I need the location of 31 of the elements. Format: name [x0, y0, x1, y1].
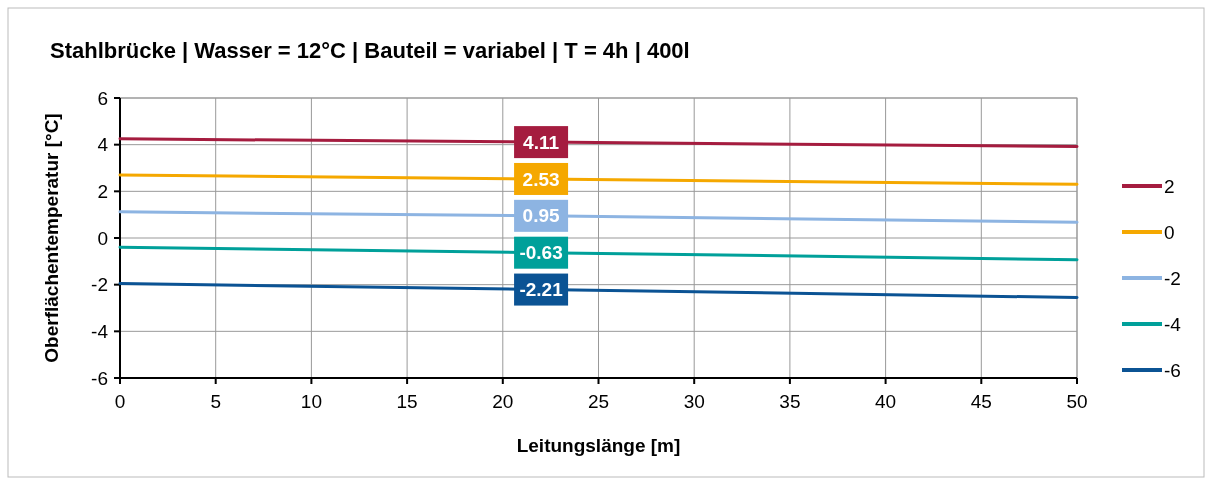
- x-tick-label: 5: [210, 391, 221, 412]
- legend-label: -6: [1164, 359, 1181, 381]
- x-tick-label: 25: [587, 391, 610, 412]
- x-tick-label: 50: [1066, 391, 1088, 412]
- data-label: 2.53: [522, 168, 560, 190]
- x-tick-label: 40: [875, 391, 897, 412]
- legend-label: -2: [1164, 267, 1181, 289]
- data-label: -0.63: [519, 242, 563, 264]
- data-label: 4.11: [523, 131, 560, 153]
- data-label: 0.95: [522, 205, 560, 227]
- y-tick-label: 2: [97, 180, 108, 202]
- y-tick-label: -2: [91, 274, 108, 296]
- y-tick-label: -4: [91, 320, 109, 342]
- x-tick-label: 35: [779, 391, 801, 412]
- x-axis-title: Leitungslänge [m]: [516, 435, 681, 456]
- x-tick-label: 15: [396, 391, 418, 412]
- legend-label: 2: [1164, 175, 1175, 197]
- y-axis-title: Oberflächentemperatur [°C]: [41, 113, 62, 363]
- y-tick-label: 4: [97, 134, 109, 156]
- x-tick-label: 30: [683, 391, 705, 412]
- legend-label: 0: [1164, 221, 1175, 243]
- x-tick-label: 10: [300, 391, 322, 412]
- legend-label: -4: [1164, 313, 1182, 335]
- x-tick-label: 0: [114, 391, 126, 412]
- y-tick-label: 0: [97, 227, 108, 249]
- y-tick-label: 6: [97, 87, 108, 109]
- x-tick-label: 45: [970, 391, 992, 412]
- data-label: -2.21: [519, 279, 564, 301]
- x-tick-label: 20: [492, 391, 514, 412]
- chart-title: Stahlbrücke | Wasser = 12°C | Bauteil = variabel | T = 4h | 400l: [50, 38, 690, 63]
- y-tick-label: -6: [91, 367, 108, 389]
